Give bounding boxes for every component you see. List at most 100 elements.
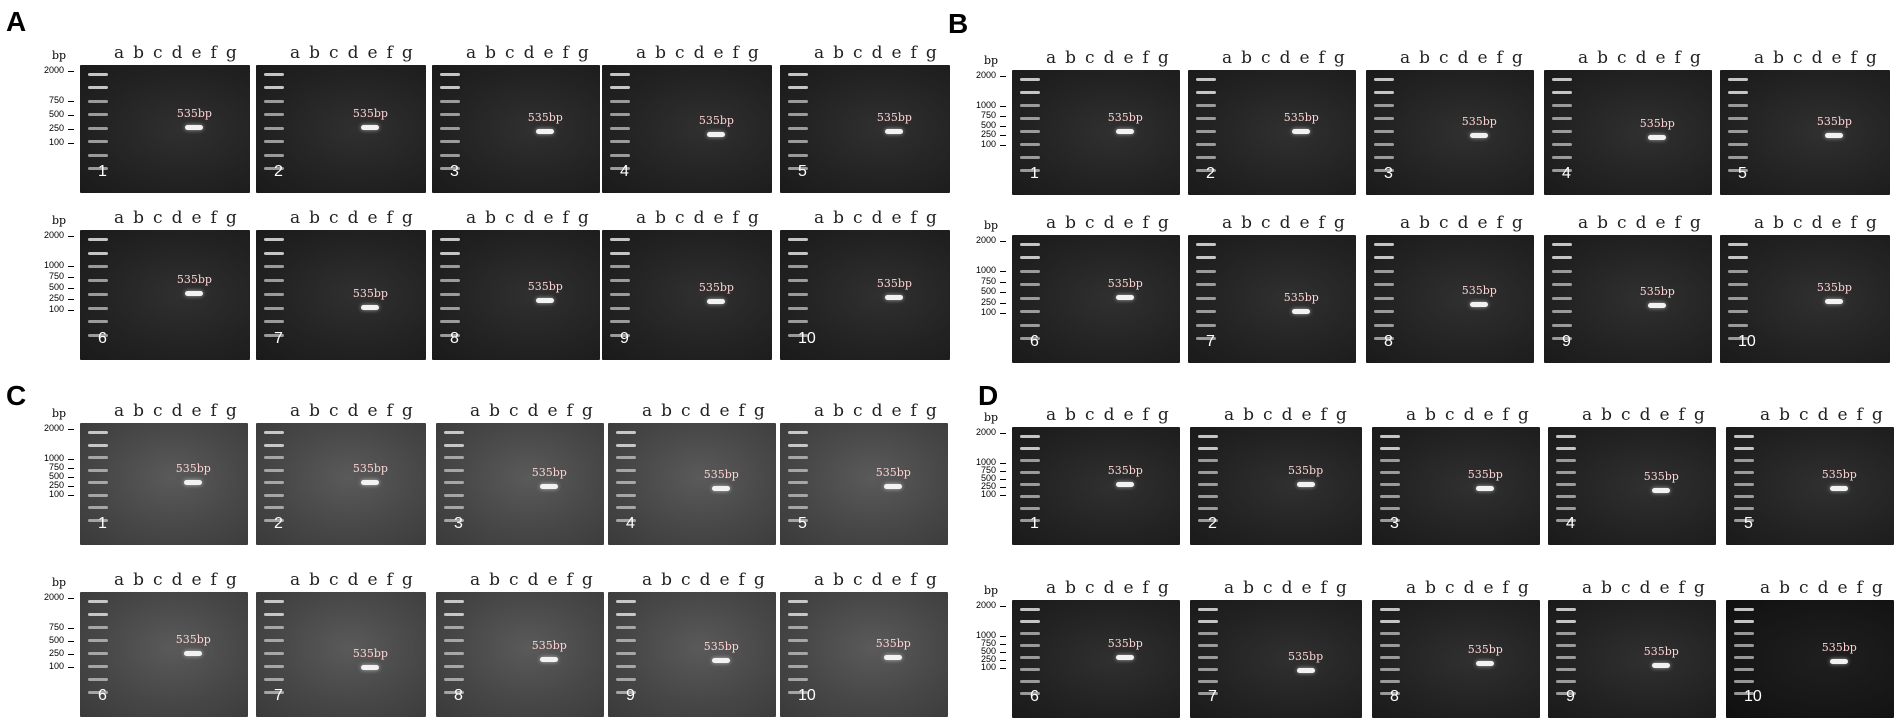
lane-letter-b: b (661, 570, 675, 590)
ladder-band (1020, 310, 1040, 314)
band-size-label: 535bp (1107, 110, 1143, 124)
band-size-label: 535bp (1816, 114, 1852, 128)
lane-letter-f: f (1496, 48, 1505, 68)
lane-letter-g: g (577, 208, 591, 228)
panel-letter-d: D (978, 380, 999, 411)
ladder-band (610, 238, 630, 241)
ladder-band (264, 153, 284, 157)
lane-letter-g: g (1871, 578, 1885, 598)
gel-number: 8 (1384, 333, 1393, 350)
ladder-band (616, 481, 636, 485)
ladder-band (440, 320, 460, 324)
lane-letter-a: a (1046, 213, 1059, 233)
gel-number: 4 (620, 163, 629, 180)
ladder-band (1198, 447, 1218, 450)
ladder-band (1734, 483, 1754, 486)
ladder-band (1556, 632, 1576, 635)
lane-letter-e: e (367, 43, 380, 63)
ladder-band (1020, 323, 1040, 327)
lane-letter-g: g (1333, 48, 1347, 68)
lane-letter-b: b (1065, 213, 1079, 233)
size-marker-250: 250 (48, 648, 64, 658)
lane-letter-g: g (401, 570, 415, 590)
ladder-band (1728, 78, 1748, 81)
marker-tick (1000, 660, 1006, 661)
lane-letter-e: e (367, 208, 380, 228)
band-size-label: 535bp (176, 273, 212, 287)
gel-image-1: 535bp 1 (80, 423, 248, 545)
lane-letter-d: d (1635, 48, 1649, 68)
lane-letter-d: d (1817, 578, 1831, 598)
ladder-band (264, 456, 284, 460)
lane-letter-b: b (1419, 213, 1433, 233)
lane-letter-g: g (925, 570, 939, 590)
ladder-band (88, 113, 108, 117)
lane-letter-g: g (1157, 578, 1171, 598)
sample-band-lane-f (884, 654, 903, 660)
ladder-band (88, 652, 108, 655)
marker-tick (68, 654, 74, 655)
gel-number: 10 (798, 330, 816, 347)
lane-letter-c: c (1263, 405, 1275, 425)
ladder-band (616, 665, 636, 668)
bp-label: bp (52, 407, 67, 420)
sample-band-lane-f (1116, 128, 1135, 134)
ladder-band (1198, 435, 1218, 438)
size-marker-750: 750 (980, 465, 996, 475)
ladder-band (1552, 104, 1572, 107)
band-size-label: 535bp (175, 632, 211, 646)
size-marker-2000: 2000 (43, 423, 64, 433)
sample-band-lane-f (1476, 661, 1495, 667)
ladder-band (88, 506, 108, 510)
lane-letter-c: c (1261, 48, 1273, 68)
size-marker-500: 500 (980, 286, 996, 296)
ladder-band (788, 639, 808, 642)
lane-letter-a: a (470, 401, 483, 421)
marker-tick (68, 71, 74, 72)
lane-letter-b: b (133, 401, 147, 421)
size-marker-1000: 1000 (43, 260, 64, 270)
marker-tick (1000, 271, 1006, 272)
size-marker-250: 250 (48, 293, 64, 303)
panel-letter-c: C (6, 380, 27, 411)
lane-letter-a: a (1046, 405, 1059, 425)
gel-number: 10 (1744, 688, 1762, 705)
lane-letter-b: b (833, 401, 847, 421)
lane-letter-e: e (1301, 578, 1314, 598)
ladder-band (788, 691, 808, 694)
ladder-band (1020, 143, 1040, 146)
lane-letter-c: c (1799, 578, 1811, 598)
lane-letter-a: a (1582, 405, 1595, 425)
band-size-label: 535bp (1816, 281, 1852, 294)
lane-letter-c: c (1445, 405, 1457, 425)
ladder-band (610, 167, 630, 170)
lane-letter-f: f (738, 570, 747, 590)
lane-letter-b: b (485, 208, 499, 228)
lane-letter-g: g (225, 401, 239, 421)
ladder-band (440, 334, 460, 337)
lane-letter-g: g (1157, 405, 1171, 425)
lane-letter-f: f (1142, 578, 1151, 598)
ladder-band (788, 481, 808, 485)
lane-letter-d: d (1279, 213, 1293, 233)
ladder-band (610, 140, 630, 144)
lane-letter-f: f (210, 208, 219, 228)
sample-band-lane-f (1830, 659, 1849, 664)
lane-letter-f: f (1318, 48, 1327, 68)
ladder-band (1728, 243, 1748, 246)
ladder-band (264, 665, 284, 668)
gel-image-7: 535bp 7 (256, 592, 426, 717)
lane-letter-a: a (1400, 213, 1413, 233)
ladder-band (444, 639, 464, 642)
marker-tick (1000, 241, 1006, 242)
ladder-band (1556, 620, 1576, 623)
lane-letter-c: c (1799, 405, 1811, 425)
lane-letter-a: a (1222, 213, 1235, 233)
ladder-band (1374, 104, 1394, 107)
lane-letter-d: d (1281, 578, 1295, 598)
